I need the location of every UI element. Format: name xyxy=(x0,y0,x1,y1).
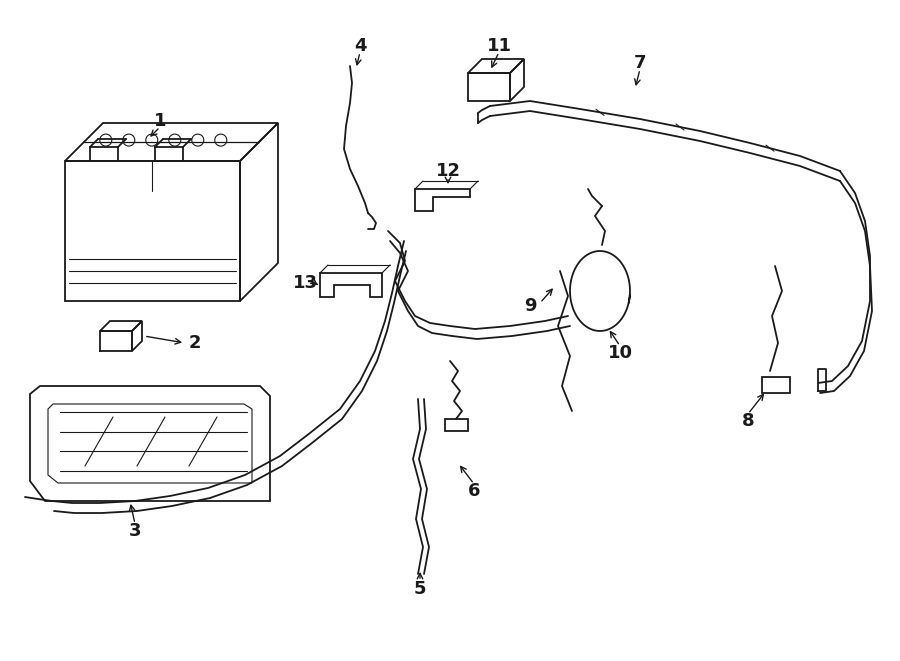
Text: 4: 4 xyxy=(354,37,366,55)
Text: 10: 10 xyxy=(608,344,633,362)
Text: 3: 3 xyxy=(129,522,141,540)
Text: 2: 2 xyxy=(189,334,202,352)
Text: 9: 9 xyxy=(524,297,536,315)
Text: 12: 12 xyxy=(436,162,461,180)
Text: 8: 8 xyxy=(742,412,754,430)
Text: 6: 6 xyxy=(468,482,481,500)
Text: 5: 5 xyxy=(414,580,427,598)
Text: 11: 11 xyxy=(487,37,511,55)
Text: 1: 1 xyxy=(154,112,166,130)
Text: 7: 7 xyxy=(634,54,646,72)
Text: 13: 13 xyxy=(292,274,318,292)
